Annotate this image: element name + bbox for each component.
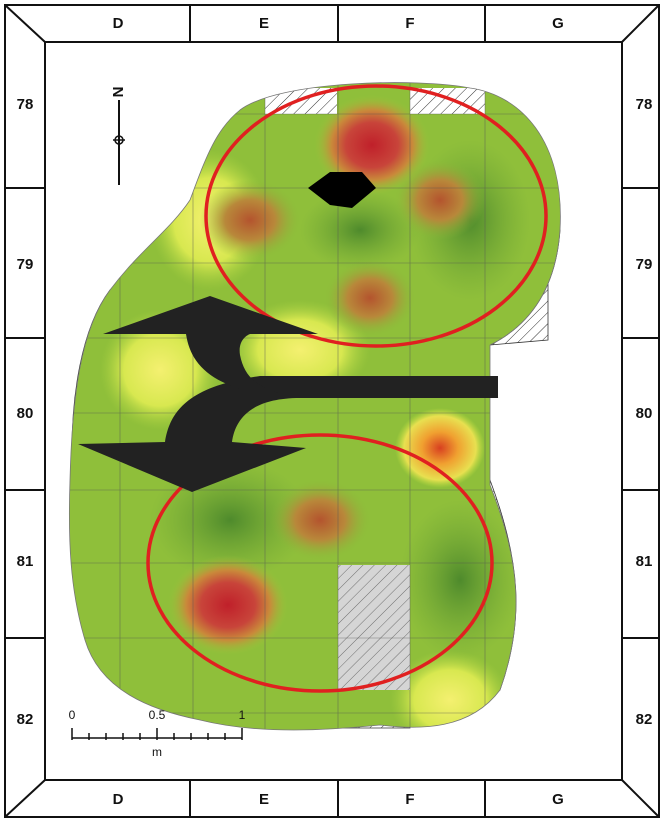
row-label: 80 [636, 405, 653, 422]
magnetic-survey [69, 82, 561, 730]
site-outline [68, 82, 561, 731]
cluster-ellipse [204, 84, 548, 348]
row-label: 79 [17, 256, 34, 273]
scale-bar [71, 728, 243, 740]
column-label: D [113, 791, 124, 808]
row-label: 78 [17, 96, 34, 113]
feature [308, 172, 376, 208]
row-label: 80 [17, 405, 34, 422]
north-arrow [113, 100, 125, 185]
flow-arrows [78, 296, 500, 492]
scale-tick-label: 0.5 [149, 708, 166, 722]
column-label: F [405, 15, 414, 32]
scale-tick-label: 1 [239, 708, 246, 722]
column-label: D [113, 15, 124, 32]
frame [4, 4, 660, 818]
column-label: E [259, 15, 269, 32]
row-label: 79 [636, 256, 653, 273]
column-label: F [405, 791, 414, 808]
scale-tick-label: 0 [69, 708, 76, 722]
row-label: 82 [17, 711, 34, 728]
column-label: E [259, 791, 269, 808]
row-label: 81 [17, 553, 34, 570]
column-label: G [552, 15, 564, 32]
row-label: 82 [636, 711, 653, 728]
row-label: 81 [636, 553, 653, 570]
north-label: N [110, 87, 127, 98]
column-label: G [552, 791, 564, 808]
row-label: 78 [636, 96, 653, 113]
scale-unit: m [152, 745, 162, 759]
cluster-ellipse [146, 433, 494, 693]
